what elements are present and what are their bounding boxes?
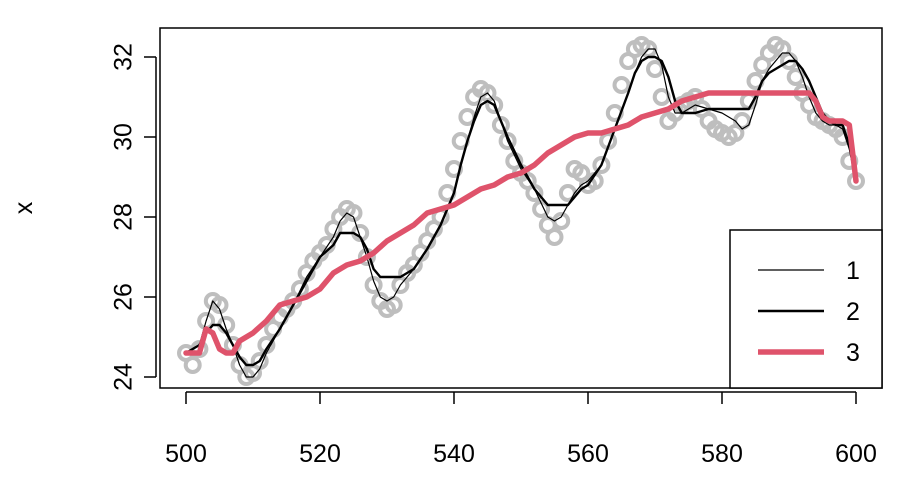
- legend-box: [729, 229, 883, 389]
- data-point: [183, 356, 202, 374]
- data-point: [652, 88, 671, 106]
- data-point: [525, 184, 544, 202]
- data-point: [364, 276, 383, 294]
- x-tick-label: 600: [835, 440, 877, 468]
- y-tick-label: 24: [110, 363, 138, 391]
- data-point: [210, 296, 229, 314]
- y-axis-title: x: [10, 201, 38, 214]
- x-tick-label: 520: [299, 440, 341, 468]
- legend-label-1: 1: [846, 257, 860, 285]
- y-axis: 24 26 28 30 32: [110, 43, 157, 391]
- series-line-3: [183, 90, 859, 356]
- line-series-group: [183, 48, 859, 378]
- data-point: [612, 76, 631, 94]
- y-tick-label: 28: [110, 203, 138, 231]
- data-point: [545, 228, 564, 246]
- plot-frame: [159, 27, 883, 389]
- legend-label-2: 2: [846, 298, 860, 326]
- data-point: [485, 96, 504, 114]
- x-axis: 500 520 540 560 580 600: [165, 391, 877, 468]
- x-tick-label: 540: [433, 440, 475, 468]
- x-tick-label: 560: [567, 440, 609, 468]
- x-tick-label: 580: [701, 440, 743, 468]
- x-tick-label: 500: [165, 440, 207, 468]
- legend: 1 2 3: [729, 229, 883, 389]
- y-tick-label: 26: [110, 283, 138, 311]
- legend-label-3: 3: [846, 339, 860, 367]
- y-tick-label: 30: [110, 123, 138, 151]
- data-point: [445, 160, 463, 178]
- series-line-2: [184, 55, 858, 367]
- data-point: [646, 60, 664, 78]
- data-point: [592, 156, 611, 174]
- data-point: [290, 280, 309, 298]
- y-tick-label: 32: [110, 43, 138, 71]
- data-point: [384, 296, 403, 314]
